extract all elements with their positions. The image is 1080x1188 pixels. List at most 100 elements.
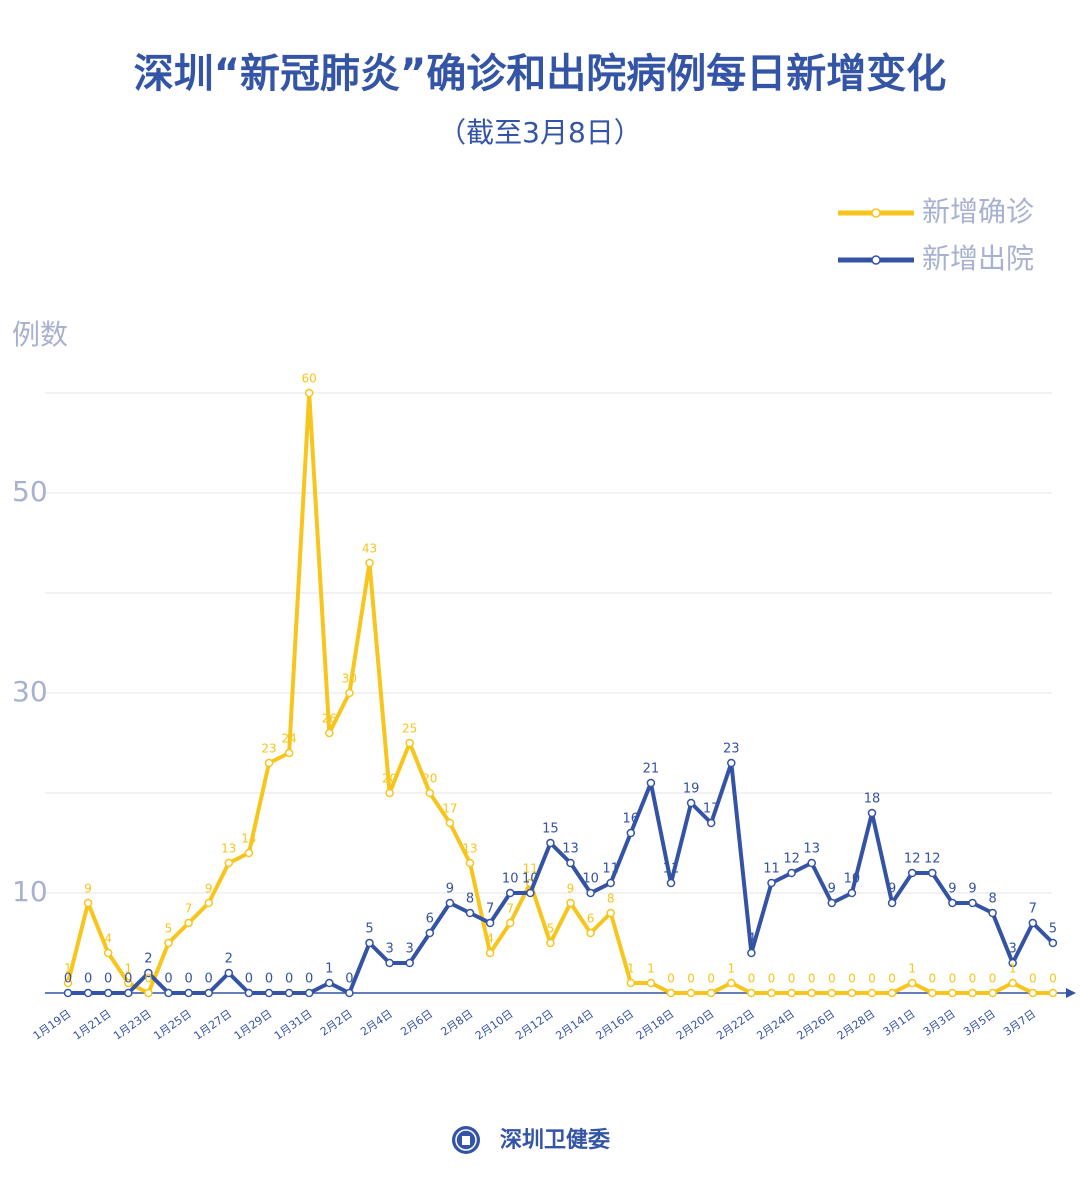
data-label: 0 [808,972,816,986]
data-point [928,868,937,878]
footer: 深圳卫健委 [500,1127,610,1153]
data-point [706,818,716,828]
data-label: 12 [904,852,921,867]
data-point [907,868,917,878]
data-point [706,988,716,998]
data-point [666,878,676,888]
data-point [626,828,636,838]
data-label: 0 [868,972,876,986]
data-label: 0 [184,972,192,987]
data-label: 9 [84,882,92,896]
data-point [425,928,435,938]
data-label: 9 [968,882,976,897]
data-label: 25 [402,722,417,736]
data-label: 10 [502,872,519,887]
data-label: 9 [828,882,836,897]
x-tick-label: 1月19日 [31,1007,74,1042]
data-label: 21 [643,762,660,777]
x-tick-label: 1月25日 [151,1007,194,1042]
data-point [988,988,997,998]
data-point [345,988,354,998]
data-point [626,978,636,988]
data-point [767,878,776,888]
data-label: 5 [165,922,173,936]
data-label: 0 [848,972,856,986]
data-label: 5 [365,922,373,937]
x-tick-label: 1月31日 [272,1007,315,1042]
data-label: 1 [647,962,655,976]
data-label: 1 [1009,962,1017,976]
data-point [224,858,234,868]
data-point [1008,978,1017,988]
data-point [465,908,475,918]
data-point [244,988,254,998]
data-label: 0 [205,972,213,987]
data-point [686,988,696,998]
data-point [385,788,394,798]
data-point [847,888,857,898]
data-label: 7 [1029,902,1037,917]
series-line [68,761,1055,995]
x-tick-label: 2月26日 [795,1007,838,1042]
data-point [1048,988,1058,998]
data-point [827,988,837,998]
data-label: 9 [888,882,896,897]
data-label: 3 [406,942,414,957]
data-point [1028,918,1038,928]
data-point [867,988,877,998]
data-point [827,898,837,908]
data-point [144,968,153,978]
data-point [164,938,173,948]
legend-label: 新增确诊 [922,195,1034,228]
data-point [727,758,736,768]
data-label: 10 [582,872,599,887]
data-label: 24 [281,732,296,746]
data-point [264,758,274,768]
data-point [63,988,73,998]
x-tick-label: 2月24日 [754,1007,797,1042]
x-tick-label: 3月7日 [1001,1007,1038,1038]
data-point [304,388,314,398]
x-tick-label: 2月8日 [438,1007,475,1038]
x-tick-label: 2月14日 [553,1007,596,1042]
x-tick-label: 1月23日 [111,1007,154,1042]
data-point [546,838,555,848]
data-label: 2 [144,952,152,967]
data-label: 1 [727,962,735,976]
data-label: 9 [205,882,213,896]
data-label: 4 [747,932,755,947]
data-label: 11 [523,862,538,876]
data-label: 0 [928,972,936,986]
data-label: 0 [1029,972,1037,986]
data-point [465,858,475,868]
data-label: 1 [325,962,333,977]
data-label: 1 [124,962,132,976]
data-point [405,958,414,968]
data-label: 0 [164,972,172,987]
data-label: 13 [562,842,579,857]
data-point [867,808,877,818]
x-tick-label: 2月20日 [674,1007,717,1042]
data-point [164,988,173,998]
data-label: 10 [844,872,861,887]
data-point [586,928,595,938]
data-point [485,918,495,928]
data-point [425,788,435,798]
x-tick-label: 3月3日 [921,1007,958,1038]
data-label: 8 [988,892,996,907]
data-point [325,728,334,738]
data-label: 0 [828,972,836,986]
data-point [365,938,374,948]
data-point [727,978,736,988]
data-label: 13 [221,842,236,856]
data-label: 0 [949,972,957,986]
data-label: 3 [1009,942,1017,957]
data-label: 9 [446,882,454,897]
data-point [928,988,937,998]
chart-title: 深圳“新冠肺炎”确诊和出院病例每日新增变化 [134,51,947,97]
data-label: 0 [748,972,756,986]
x-axis-arrow [1066,988,1076,998]
data-point [365,558,374,568]
data-label: 7 [486,902,494,917]
